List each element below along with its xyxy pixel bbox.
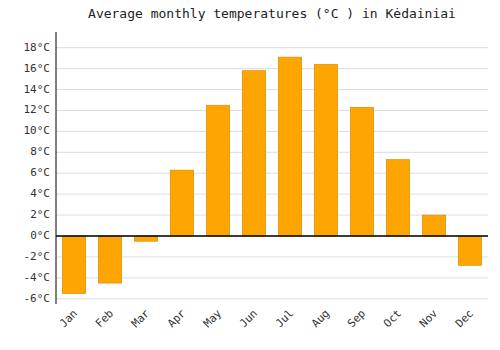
- bar: [170, 170, 193, 236]
- y-tick-label: 10°C: [24, 124, 51, 137]
- bar: [386, 160, 409, 236]
- grid-line: [56, 110, 488, 111]
- zero-line: [56, 235, 488, 237]
- y-tick-label: 6°C: [30, 166, 50, 179]
- grid-line: [56, 173, 488, 174]
- x-tick-label: Oct: [381, 307, 404, 330]
- x-tick-label: Apr: [165, 307, 189, 331]
- grid: [56, 48, 488, 299]
- grid-line: [56, 194, 488, 195]
- bar: [422, 215, 445, 236]
- x-tick-label: Dec: [453, 307, 476, 330]
- x-tick-label: Nov: [417, 307, 441, 331]
- y-tick-label: 8°C: [30, 145, 50, 158]
- bar: [62, 236, 85, 294]
- grid-line: [56, 47, 488, 48]
- title: Average monthly temperatures (°C ) in Kė…: [88, 6, 456, 21]
- y-tick-label: 0°C: [30, 229, 50, 242]
- y-axis-line: [56, 32, 57, 304]
- bar: [278, 57, 301, 236]
- x-ticks: Jan Feb Mar Apr May Jun Jul Aug Sep Oct Nov Dec: [57, 307, 476, 331]
- x-tick-label: Aug: [309, 307, 332, 330]
- y-tick-label: 12°C: [24, 103, 51, 116]
- x-tick-label: Jun: [237, 307, 260, 330]
- chart: Average monthly temperatures (°C ) in Kė…: [0, 0, 500, 350]
- y-tick-label: 18°C: [24, 41, 51, 54]
- x-tick-label: May: [201, 307, 225, 331]
- grid-line: [56, 89, 488, 90]
- y-tick-label: 14°C: [24, 83, 51, 96]
- grid-line: [56, 152, 488, 153]
- x-tick-label: Feb: [93, 307, 116, 330]
- bar: [134, 236, 157, 241]
- x-tick-label: Mar: [129, 307, 153, 331]
- grid-line: [56, 131, 488, 132]
- x-tick-label: Sep: [345, 307, 368, 330]
- grid-line: [56, 68, 488, 69]
- y-tick-label: 4°C: [30, 187, 50, 200]
- y-ticks: -6°C -4°C -2°C 0°C 2°C 4°C 6°C 8°C 10°C 12°C 14°C 1…: [24, 41, 51, 305]
- bar: [458, 236, 481, 265]
- bars: [62, 57, 481, 293]
- y-tick-label: -4°C: [24, 271, 51, 284]
- y-tick-label: 2°C: [30, 208, 50, 221]
- grid-line: [56, 298, 488, 299]
- bar: [350, 107, 373, 236]
- y-tick-label: -6°C: [24, 292, 51, 305]
- y-tick-label: 16°C: [24, 62, 51, 75]
- bar: [206, 105, 229, 236]
- y-tick-label: -2°C: [24, 250, 51, 263]
- bar: [98, 236, 121, 283]
- x-tick-label: Jul: [273, 307, 296, 330]
- bar: [314, 64, 337, 236]
- x-tick-label: Jan: [57, 307, 80, 330]
- bar: [242, 71, 265, 236]
- grid-line: [56, 236, 488, 237]
